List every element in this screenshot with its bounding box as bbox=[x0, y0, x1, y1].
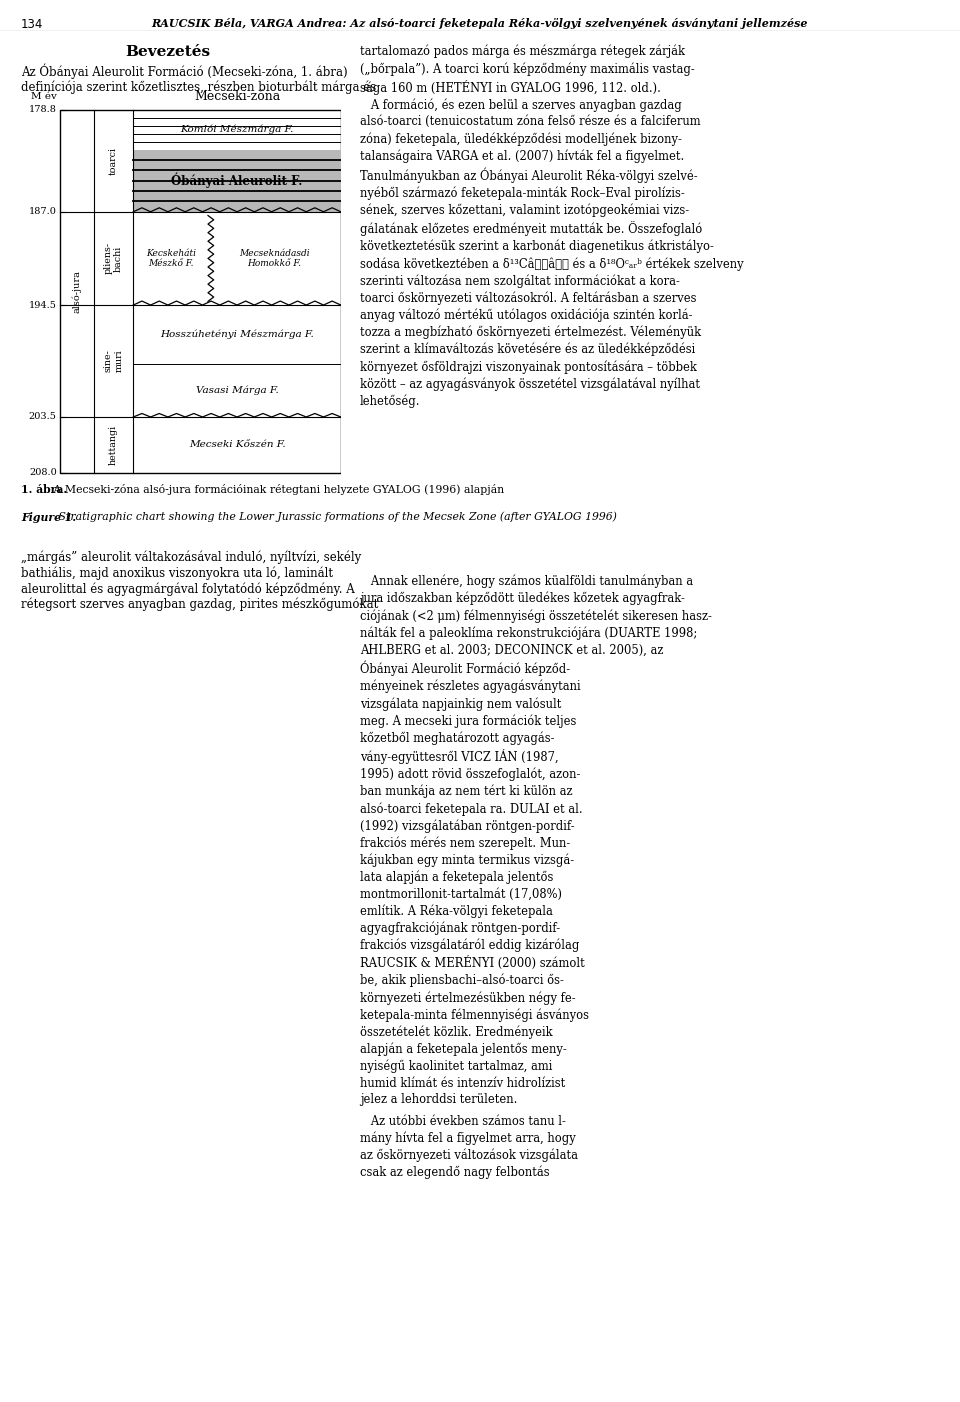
Text: Az utóbbi években számos tanu l-
mány hívta fel a figyelmet arra, hogy
az őskörn: Az utóbbi években számos tanu l- mány hí… bbox=[360, 1115, 578, 1179]
Text: alsó-jura: alsó-jura bbox=[72, 271, 82, 313]
Text: Mecseknádasdi
Homokkő F.: Mecseknádasdi Homokkő F. bbox=[239, 248, 310, 268]
Text: sine-
muri: sine- muri bbox=[104, 349, 123, 373]
Text: Az Óbányai Aleurolit Formáció (Mecseki-zóna, 1. ábra)
definíciója szerint kőzetl: Az Óbányai Aleurolit Formáció (Mecseki-z… bbox=[21, 63, 376, 94]
Text: 1. ábra.: 1. ábra. bbox=[21, 484, 67, 495]
Text: 203.5: 203.5 bbox=[29, 412, 57, 422]
Text: RAUCSIK Béla, VARGA Andrea: Az alsó-toarci feketepala Réka-völgyi szelvenyének á: RAUCSIK Béla, VARGA Andrea: Az alsó-toar… bbox=[152, 17, 808, 28]
Text: Hosszúhetényi Mészmárga F.: Hosszúhetényi Mészmárga F. bbox=[160, 329, 314, 339]
Text: Bevezetés: Bevezetés bbox=[126, 45, 210, 59]
Text: Komlói Mészmárga F.: Komlói Mészmárga F. bbox=[180, 125, 294, 135]
Text: 178.8: 178.8 bbox=[29, 105, 57, 115]
Text: tartalomazó pados márga és mészmárga rétegek zárják
(„bőrpala”). A toarci korú k: tartalomazó pados márga és mészmárga rét… bbox=[360, 45, 744, 408]
Text: Kecskeháti
Mészkő F.: Kecskeháti Mészkő F. bbox=[146, 248, 196, 268]
Bar bbox=[133, 150, 341, 212]
Text: 187.0: 187.0 bbox=[29, 207, 57, 216]
Text: pliens-
bachi: pliens- bachi bbox=[104, 243, 123, 275]
Text: 208.0: 208.0 bbox=[29, 468, 57, 478]
Text: hettangi: hettangi bbox=[109, 425, 118, 465]
Text: Mecseki Kőszén F.: Mecseki Kőszén F. bbox=[189, 440, 285, 450]
Text: toarci: toarci bbox=[109, 147, 118, 175]
Text: 134: 134 bbox=[21, 17, 43, 31]
Text: Mecseki-zóna: Mecseki-zóna bbox=[194, 90, 280, 102]
Text: Vasasi Márga F.: Vasasi Márga F. bbox=[196, 386, 278, 395]
Text: Figure 1.: Figure 1. bbox=[21, 512, 76, 523]
Text: 194.5: 194.5 bbox=[29, 300, 57, 310]
Bar bbox=[60, 109, 341, 472]
Text: M év: M év bbox=[31, 93, 57, 101]
Text: Stratigraphic chart showing the Lower Jurassic formations of the Mecsek Zone (af: Stratigraphic chart showing the Lower Ju… bbox=[55, 512, 616, 523]
Text: „márgás” aleurolit váltakozásával induló, nyíltvízi, sekély
bathiális, majd anox: „márgás” aleurolit váltakozásával induló… bbox=[21, 551, 378, 611]
Text: Annak ellenére, hogy számos küalföldi tanulmányban a
jura időszakban képződött ü: Annak ellenére, hogy számos küalföldi ta… bbox=[360, 575, 712, 1106]
Text: Óbányai Aleurolit F.: Óbányai Aleurolit F. bbox=[172, 172, 302, 188]
Text: A Mecseki-zóna alsó-jura formációinak rétegtani helyzete GYALOG (1996) alapján: A Mecseki-zóna alsó-jura formációinak ré… bbox=[50, 484, 504, 495]
